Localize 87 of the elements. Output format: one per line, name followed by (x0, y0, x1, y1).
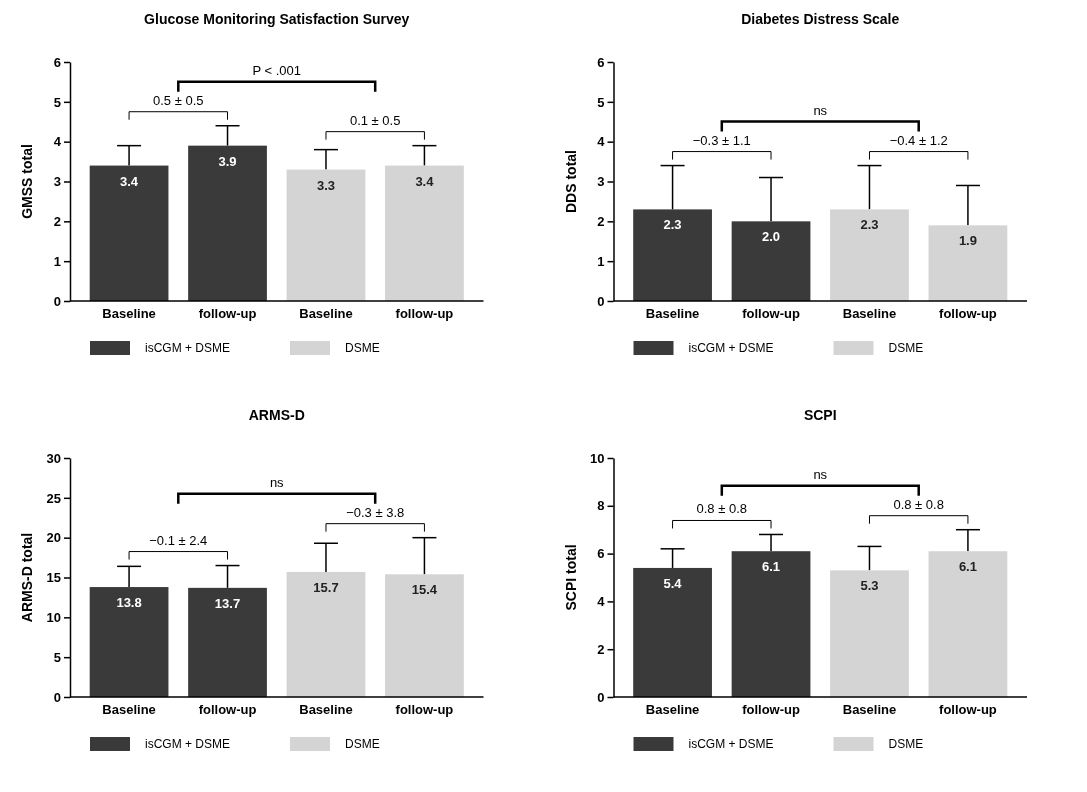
y-tick-label: 5 (53, 94, 61, 110)
y-tick-label: 4 (597, 594, 606, 610)
data-label: 15.4 (411, 582, 438, 598)
y-tick-label: 5 (53, 649, 61, 665)
y-tick-label: 6 (597, 54, 605, 70)
x-tick-label: follow-up (742, 306, 800, 322)
x-tick-label: follow-up (198, 306, 257, 322)
legend-label: DSME (888, 737, 924, 751)
y-tick-label: 15 (46, 570, 61, 586)
y-tick-label: 6 (53, 54, 61, 70)
x-tick-label: Baseline (842, 702, 897, 718)
chart-title: ARMS-D (248, 407, 305, 423)
data-label: 2.3 (663, 217, 682, 233)
chart-title: Diabetes Distress Scale (741, 11, 900, 27)
annotation: ns (813, 102, 828, 118)
data-label: 3.3 (316, 177, 336, 193)
legend-label: isCGM + DSME (145, 341, 231, 355)
y-tick-label: 6 (597, 546, 605, 562)
y-tick-label: 3 (53, 174, 61, 190)
annotation: P < .001 (252, 62, 302, 78)
data-label: 5.3 (860, 578, 879, 594)
y-tick-label: 25 (46, 490, 61, 506)
y-tick-label: 10 (590, 450, 605, 466)
y-axis-title: SCPI total (562, 544, 579, 611)
annotation: 0.8 ± 0.8 (893, 496, 944, 512)
data-label: 3.4 (415, 173, 435, 189)
x-tick-label: Baseline (102, 306, 156, 322)
data-label: 3.4 (120, 173, 139, 189)
annotation: ns (269, 474, 285, 490)
y-tick-label: 1 (597, 253, 605, 269)
data-label: 13.7 (214, 595, 241, 611)
y-tick-label: 4 (53, 134, 62, 150)
annotation: −0.1 ± 2.4 (149, 532, 208, 548)
data-label: 3.9 (218, 153, 237, 169)
y-tick-label: 2 (597, 213, 605, 229)
y-tick-label: 5 (597, 94, 605, 110)
y-tick-label: 0 (597, 293, 605, 309)
y-tick-label: 2 (53, 213, 61, 229)
x-tick-label: Baseline (102, 702, 156, 718)
x-tick-label: follow-up (939, 306, 997, 322)
annotation: −0.4 ± 1.2 (889, 132, 948, 148)
legend-label: DSME (345, 341, 380, 355)
x-tick-label: follow-up (395, 306, 454, 322)
y-tick-label: 3 (597, 174, 605, 190)
x-tick-label: Baseline (842, 306, 897, 322)
y-axis-title: ARMS-D total (19, 532, 35, 623)
y-axis-title: DDS total (562, 150, 579, 213)
x-tick-label: Baseline (299, 702, 353, 718)
data-label: 2.0 (761, 229, 781, 245)
legend-label: DSME (888, 341, 924, 355)
data-label: 15.7 (313, 579, 339, 595)
x-tick-label: Baseline (645, 306, 700, 322)
y-tick-label: 0 (53, 293, 61, 309)
x-tick-label: follow-up (395, 702, 454, 718)
x-tick-label: Baseline (645, 702, 700, 718)
y-tick-label: 10 (46, 609, 61, 625)
x-tick-label: follow-up (939, 702, 997, 718)
x-tick-label: Baseline (299, 306, 353, 322)
y-tick-label: 30 (46, 450, 61, 466)
y-tick-label: 2 (597, 641, 605, 657)
legend-label: isCGM + DSME (688, 737, 774, 751)
chart-title: SCPI (803, 407, 837, 423)
data-label: 6.1 (958, 559, 977, 575)
y-tick-label: 8 (597, 498, 605, 514)
data-label: 1.9 (958, 233, 977, 249)
annotation: ns (813, 466, 828, 482)
data-label: 2.3 (860, 217, 879, 233)
y-tick-label: 0 (597, 689, 605, 705)
annotation: 0.1 ± 0.5 (349, 112, 401, 128)
annotation: −0.3 ± 3.8 (346, 504, 405, 520)
chart-title: Glucose Monitoring Satisfaction Survey (144, 11, 410, 27)
y-tick-label: 1 (53, 253, 61, 269)
data-label: 13.8 (116, 595, 142, 611)
annotation: −0.3 ± 1.1 (692, 132, 751, 148)
legend-label: DSME (345, 737, 380, 751)
data-label: 6.1 (761, 559, 781, 575)
y-axis-title: GMSS total (19, 144, 35, 219)
y-tick-label: 20 (46, 530, 61, 546)
data-label: 5.4 (663, 575, 683, 591)
annotation: 0.8 ± 0.8 (696, 501, 748, 517)
x-tick-label: follow-up (742, 702, 800, 718)
annotation: 0.5 ± 0.5 (153, 92, 204, 108)
y-tick-label: 0 (53, 689, 61, 705)
y-tick-label: 4 (597, 134, 606, 150)
x-tick-label: follow-up (198, 702, 257, 718)
legend-label: isCGM + DSME (145, 737, 231, 751)
legend-label: isCGM + DSME (688, 341, 774, 355)
